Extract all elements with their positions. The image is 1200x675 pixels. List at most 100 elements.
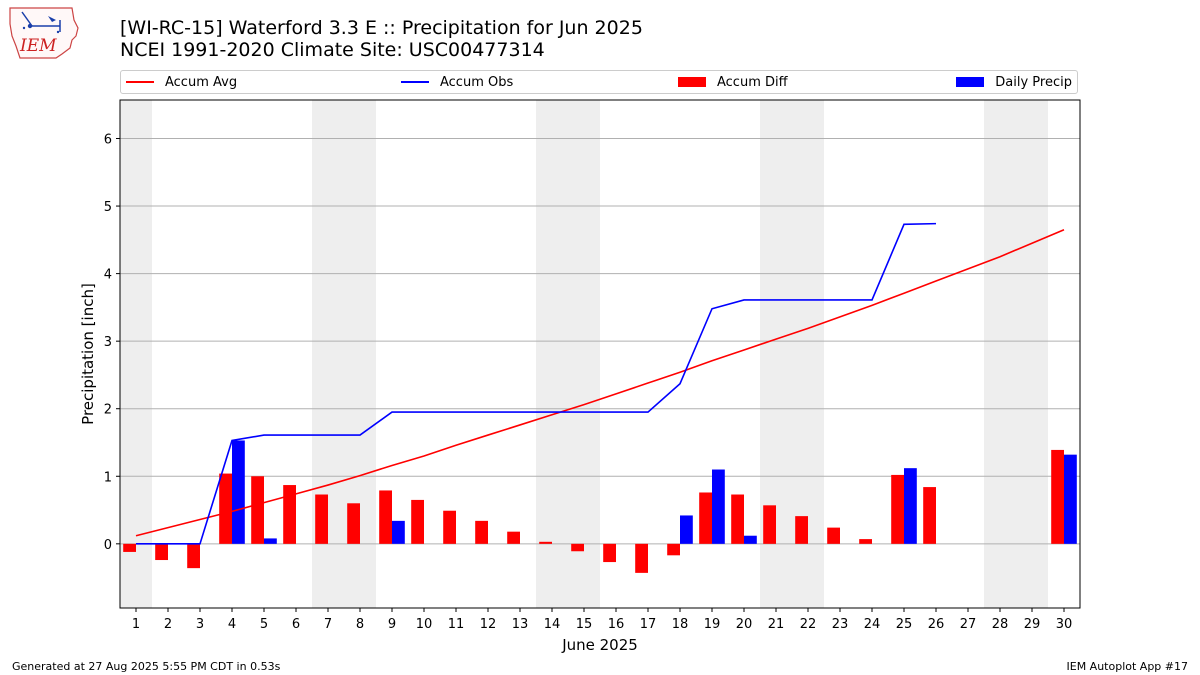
y-tick-label-5: 5 (104, 200, 112, 215)
x-tick-label-1: 1 (132, 617, 140, 632)
x-tick-label-3: 3 (196, 617, 204, 632)
y-tick-label-2: 2 (104, 403, 112, 418)
x-tick-label-7: 7 (324, 617, 332, 632)
accum-diff-bar-day-11 (443, 510, 456, 544)
x-tick-label-10: 10 (416, 617, 433, 632)
accum-diff-bar-day-22 (795, 516, 808, 544)
accum-diff-bar-day-26 (923, 487, 936, 544)
daily-precip-bar-day-30 (1064, 454, 1077, 544)
x-tick-label-20: 20 (736, 617, 753, 632)
weekend-shade-day-14 (536, 100, 568, 608)
x-tick-label-9: 9 (388, 617, 396, 632)
weekend-shade-day-29 (1016, 100, 1048, 608)
x-tick-label-26: 26 (928, 617, 945, 632)
footer-app-text: IEM Autoplot App #17 (1066, 660, 1189, 673)
x-tick-label-13: 13 (512, 617, 529, 632)
y-tick-label-6: 6 (104, 133, 112, 148)
x-tick-label-25: 25 (896, 617, 913, 632)
legend-swatch-accum-obs (401, 81, 429, 83)
x-tick-label-24: 24 (864, 617, 881, 632)
x-tick-label-21: 21 (768, 617, 785, 632)
accum-diff-bar-day-2 (155, 543, 168, 561)
daily-precip-bar-day-4 (232, 440, 245, 544)
legend-label-accum-avg: Accum Avg (165, 74, 238, 90)
x-tick-label-8: 8 (356, 617, 364, 632)
accum-diff-bar-day-8 (347, 503, 360, 544)
x-tick-label-12: 12 (480, 617, 497, 632)
accum-diff-bar-day-13 (507, 531, 520, 544)
x-tick-label-17: 17 (640, 617, 657, 632)
accum-obs-line (136, 222, 937, 545)
daily-precip-bar-day-20 (744, 535, 757, 544)
accum-diff-bar-day-9 (379, 490, 392, 544)
weekend-shade-day-15 (568, 100, 600, 608)
y-tick-label-3: 3 (104, 335, 112, 350)
accum-diff-bar-day-3 (187, 543, 200, 569)
daily-precip-bar-day-19 (712, 469, 725, 544)
x-tick-label-6: 6 (292, 617, 300, 632)
weekend-shade-day-1 (120, 100, 152, 608)
accum-diff-bar-day-10 (411, 499, 424, 544)
accum-diff-bar-day-14 (539, 541, 552, 544)
x-tick-label-19: 19 (704, 617, 721, 632)
legend-swatch-daily-precip (956, 77, 985, 87)
daily-precip-bar-day-9 (392, 520, 405, 544)
daily-precip-bar-day-25 (904, 468, 917, 544)
x-tick-label-29: 29 (1024, 617, 1041, 632)
daily-precip-bar-day-18 (680, 515, 693, 544)
accum-diff-bar-day-21 (763, 505, 776, 544)
y-tick-label-0: 0 (104, 538, 112, 553)
accum-diff-bar-day-30 (1051, 449, 1064, 544)
accum-diff-bar-day-23 (827, 527, 840, 544)
accum-diff-bar-day-18 (667, 543, 680, 556)
accum-diff-bar-day-6 (283, 485, 296, 544)
accum-avg-line (135, 228, 1065, 537)
y-tick-label-4: 4 (104, 268, 112, 283)
logo-text: IEM (19, 36, 57, 56)
legend-item-accum-diff: Accum Diff (678, 74, 788, 90)
legend-swatch-accum-diff (678, 77, 706, 87)
legend-item-accum-avg: Accum Avg (126, 74, 237, 90)
legend-label-accum-obs: Accum Obs (440, 74, 514, 90)
legend: Accum Avg Accum Obs Accum Diff Daily Pre… (120, 70, 1078, 94)
accum-diff-bar-day-19 (699, 492, 712, 544)
y-tick-label-1: 1 (104, 470, 112, 485)
weekend-shade-day-28 (984, 100, 1016, 608)
iem-logo: IEM (9, 7, 79, 59)
accum-diff-bar-day-25 (891, 474, 904, 544)
legend-swatch-accum-avg (126, 81, 154, 83)
x-tick-label-2: 2 (164, 617, 172, 632)
x-tick-label-11: 11 (448, 617, 465, 632)
x-tick-label-5: 5 (260, 617, 268, 632)
footer-generated-text: Generated at 27 Aug 2025 5:55 PM CDT in … (12, 660, 281, 673)
accum-diff-bar-day-4 (219, 473, 232, 544)
x-tick-label-4: 4 (228, 617, 236, 632)
chart-subtitle: NCEI 1991-2020 Climate Site: USC00477314 (120, 39, 545, 61)
legend-label-accum-diff: Accum Diff (717, 74, 788, 90)
legend-item-daily-precip: Daily Precip (956, 74, 1072, 90)
x-tick-label-15: 15 (576, 617, 593, 632)
accum-diff-bar-day-20 (731, 494, 744, 544)
x-axis-label: June 2025 (561, 636, 638, 654)
accum-diff-bar-day-1 (123, 543, 136, 552)
plot-frame (119, 99, 1081, 609)
x-tick-label-16: 16 (608, 617, 625, 632)
accum-diff-bar-day-24 (859, 539, 872, 544)
x-tick-label-27: 27 (960, 617, 977, 632)
accum-diff-bar-day-12 (475, 520, 488, 544)
x-tick-label-30: 30 (1056, 617, 1073, 632)
chart-title: [WI-RC-15] Waterford 3.3 E :: Precipitat… (120, 17, 643, 39)
x-tick-label-22: 22 (800, 617, 817, 632)
accum-diff-bar-day-16 (603, 543, 616, 563)
legend-item-accum-obs: Accum Obs (401, 74, 513, 90)
accum-diff-bar-day-5 (251, 476, 264, 544)
x-tick-label-28: 28 (992, 617, 1009, 632)
daily-precip-bar-day-5 (264, 538, 277, 544)
x-tick-label-18: 18 (672, 617, 689, 632)
legend-label-daily-precip: Daily Precip (995, 74, 1072, 90)
accum-diff-bar-day-7 (315, 494, 328, 544)
accum-diff-bar-day-17 (635, 543, 648, 573)
y-axis-label: Precipitation [inch] (79, 283, 97, 425)
x-tick-label-14: 14 (544, 617, 561, 632)
